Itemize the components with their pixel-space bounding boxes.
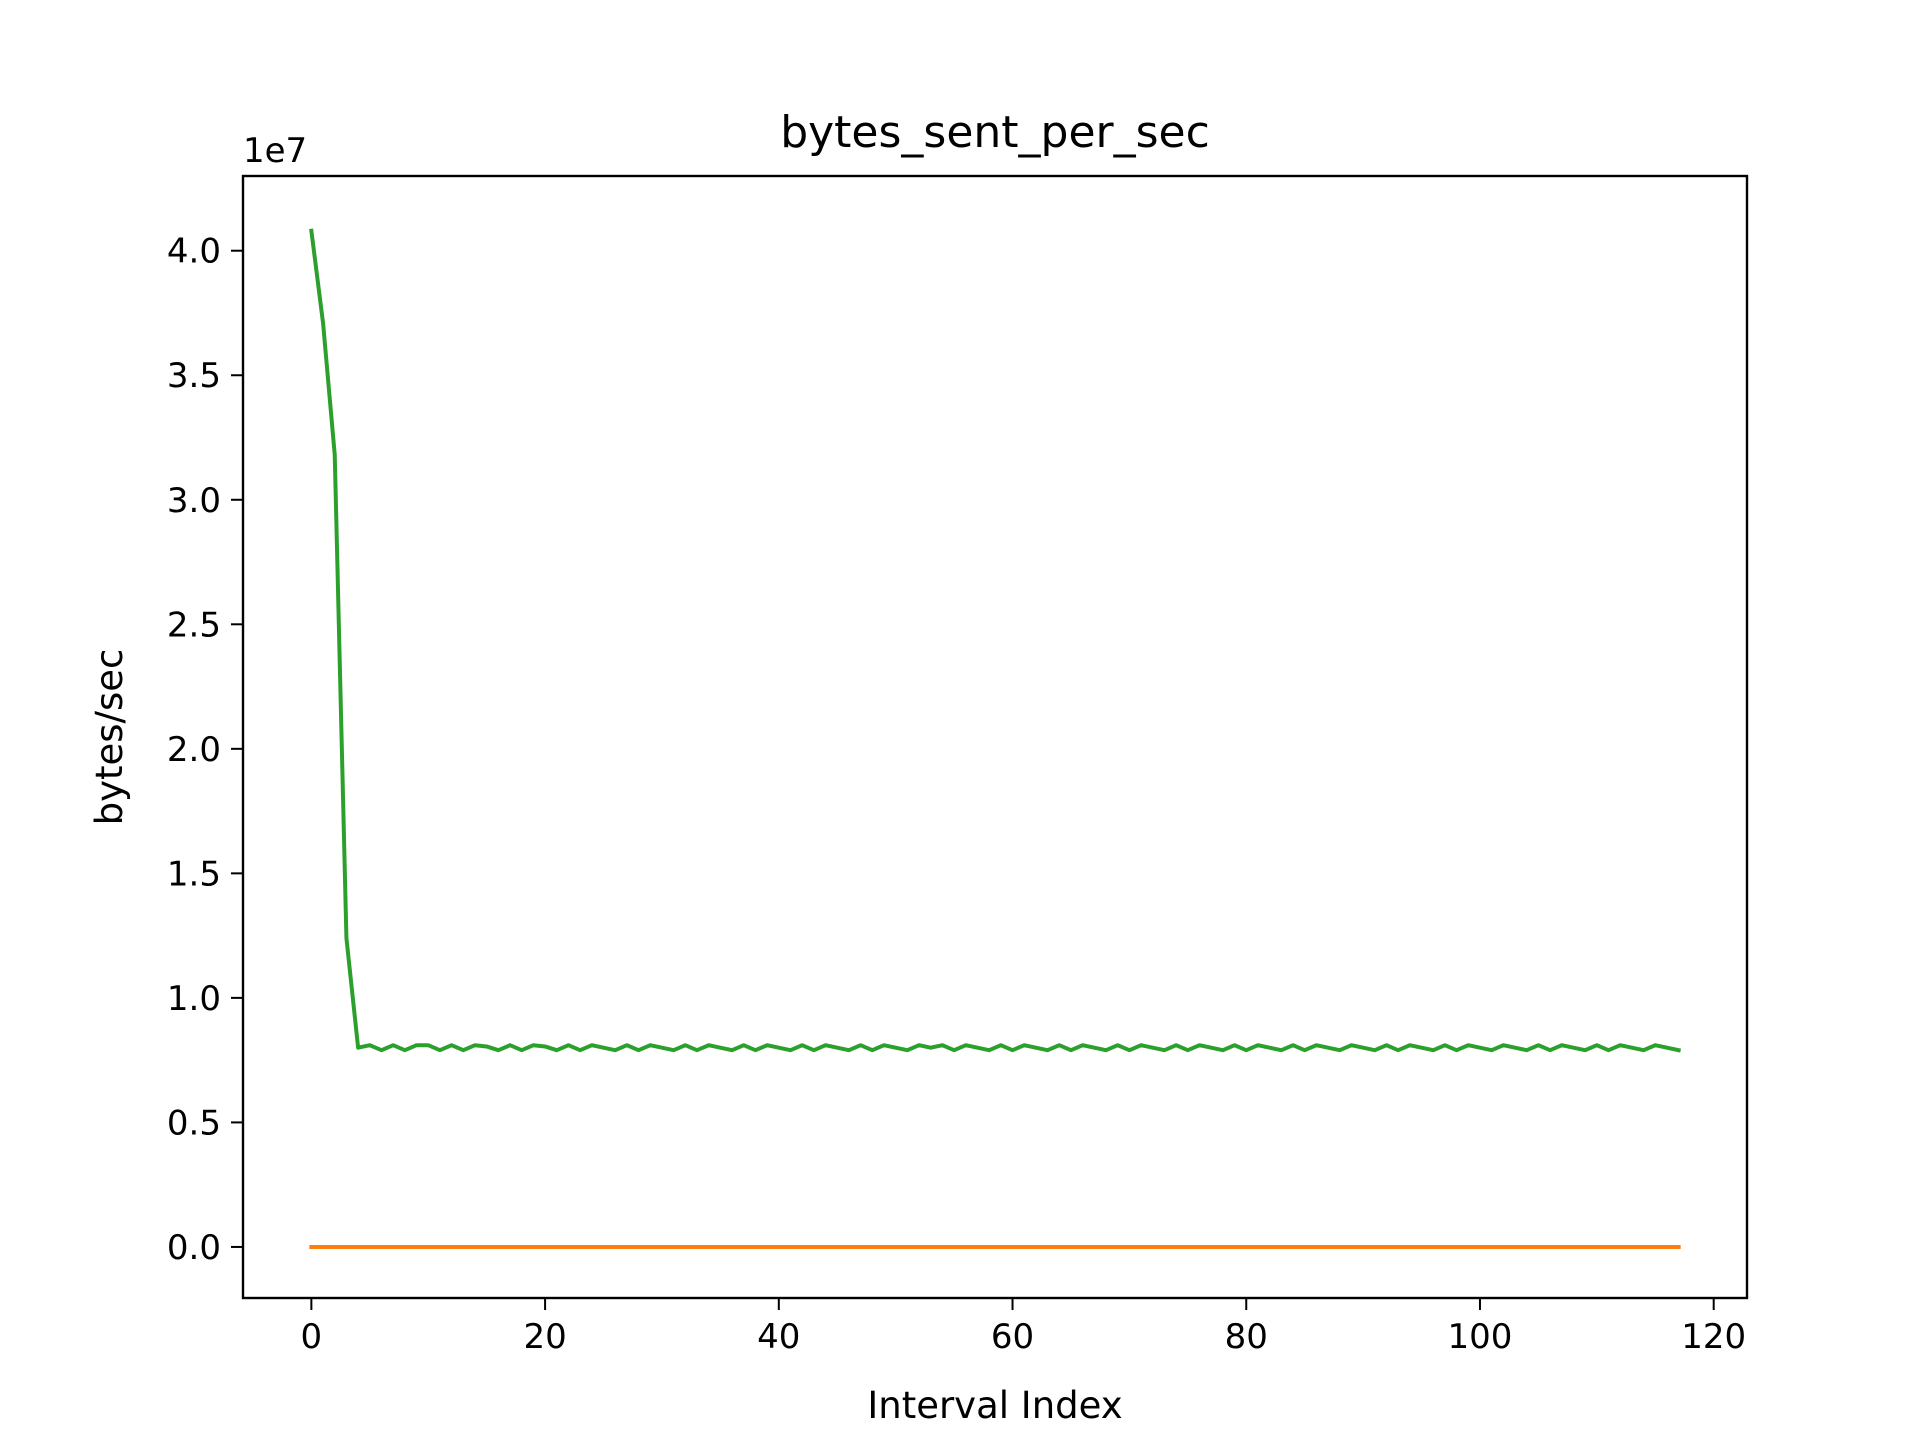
y-tick-label: 2.0 (167, 730, 221, 770)
x-tick-label: 80 (1225, 1317, 1268, 1357)
y-tick-label: 3.5 (167, 356, 221, 396)
y-tick-label: 0.5 (167, 1103, 221, 1143)
x-axis-label: Interval Index (867, 1384, 1122, 1427)
series-layer (309, 228, 1682, 1249)
y-tick-label: 2.5 (167, 605, 221, 645)
y-axis-label: bytes/sec (88, 649, 131, 826)
x-tick-label: 20 (523, 1317, 566, 1357)
y-tick-label: 3.0 (167, 481, 221, 521)
x-tick-label: 120 (1681, 1317, 1746, 1357)
y-tick-label: 1.5 (167, 854, 221, 894)
chart-title: bytes_sent_per_sec (780, 107, 1210, 158)
series-line-2 (309, 228, 1682, 1053)
x-tick-label: 60 (991, 1317, 1034, 1357)
x-tick-label: 40 (757, 1317, 800, 1357)
y-tick-label: 1.0 (167, 979, 221, 1019)
y-tick-label: 4.0 (167, 232, 221, 272)
y-tick-label: 0.0 (167, 1228, 221, 1268)
y-axis: 0.0 0.5 1.0 1.5 2.0 2.5 3.0 3.5 4.0 (167, 232, 243, 1268)
x-tick-label: 0 (301, 1317, 323, 1357)
x-axis: 0 20 40 60 80 100 120 (301, 1298, 1746, 1357)
plot-frame (241, 174, 1749, 1300)
x-tick-label: 100 (1448, 1317, 1513, 1357)
y-offset-label: 1e7 (243, 131, 307, 171)
